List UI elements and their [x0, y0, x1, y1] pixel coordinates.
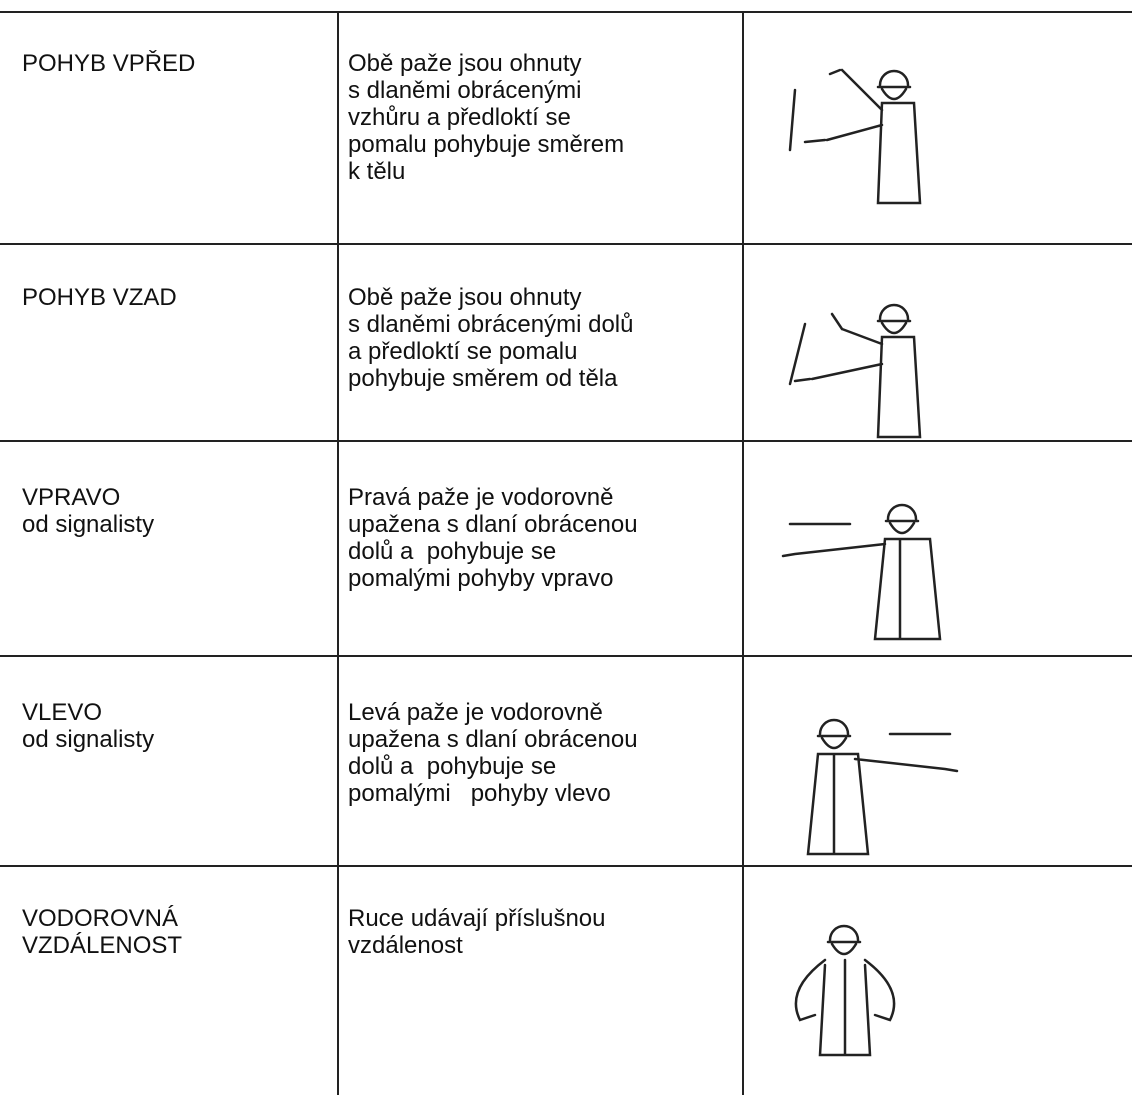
signal-illustration	[794, 924, 896, 1057]
signal-illustration	[781, 503, 942, 641]
cell-text: pohybuje směrem od těla	[348, 365, 618, 392]
cell-text: a předloktí se pomalu	[348, 338, 578, 365]
cell-text: Pravá paže je vodorovně	[348, 484, 614, 511]
row-border	[0, 655, 1132, 657]
cell-text: Obě paže jsou ohnuty	[348, 284, 582, 311]
cell-text: upažena s dlaní obrácenou	[348, 726, 638, 753]
cell-text: Ruce udávají příslušnou	[348, 905, 606, 932]
cell-text: Obě paže jsou ohnuty	[348, 50, 582, 77]
signal-illustration	[788, 68, 922, 205]
top-border	[0, 11, 1132, 13]
cell-text: pomalými pohyby vlevo	[348, 780, 611, 807]
cell-text: dolů a pohybuje se	[348, 538, 557, 565]
cell-text: vzhůru a předloktí se	[348, 104, 571, 131]
cell-text: vzdálenost	[348, 932, 463, 959]
figure-drawing	[781, 503, 942, 641]
cell-text: pomalými pohyby vpravo	[348, 565, 614, 592]
column-divider	[742, 11, 744, 1095]
cell-text: VPRAVO	[22, 484, 121, 511]
signal-illustration	[806, 718, 959, 856]
figure-drawing	[806, 718, 959, 856]
figure-drawing	[794, 924, 896, 1057]
cell-text: s dlaněmi obrácenými	[348, 77, 582, 104]
cell-text: od signalisty	[22, 726, 155, 753]
cell-text: POHYB VZAD	[22, 284, 177, 311]
cell-text: dolů a pohybuje se	[348, 753, 557, 780]
cell-text: k tělu	[348, 158, 406, 185]
figure-drawing	[788, 303, 922, 439]
cell-text: VLEVO	[22, 699, 103, 726]
row-border	[0, 865, 1132, 867]
cell-text: pomalu pohybuje směrem	[348, 131, 625, 158]
signal-illustration	[788, 303, 922, 439]
cell-text: od signalisty	[22, 511, 155, 538]
row-border	[0, 440, 1132, 442]
figure-drawing	[788, 68, 922, 205]
row-border	[0, 243, 1132, 245]
cell-text: POHYB VPŘED	[22, 50, 196, 77]
cell-text: Levá paže je vodorovně	[348, 699, 603, 726]
cell-text: upažena s dlaní obrácenou	[348, 511, 638, 538]
column-divider	[337, 11, 339, 1095]
cell-text: VODOROVNÁ	[22, 905, 179, 932]
cell-text: s dlaněmi obrácenými dolů	[348, 311, 634, 338]
cell-text: VZDÁLENOST	[22, 932, 183, 959]
